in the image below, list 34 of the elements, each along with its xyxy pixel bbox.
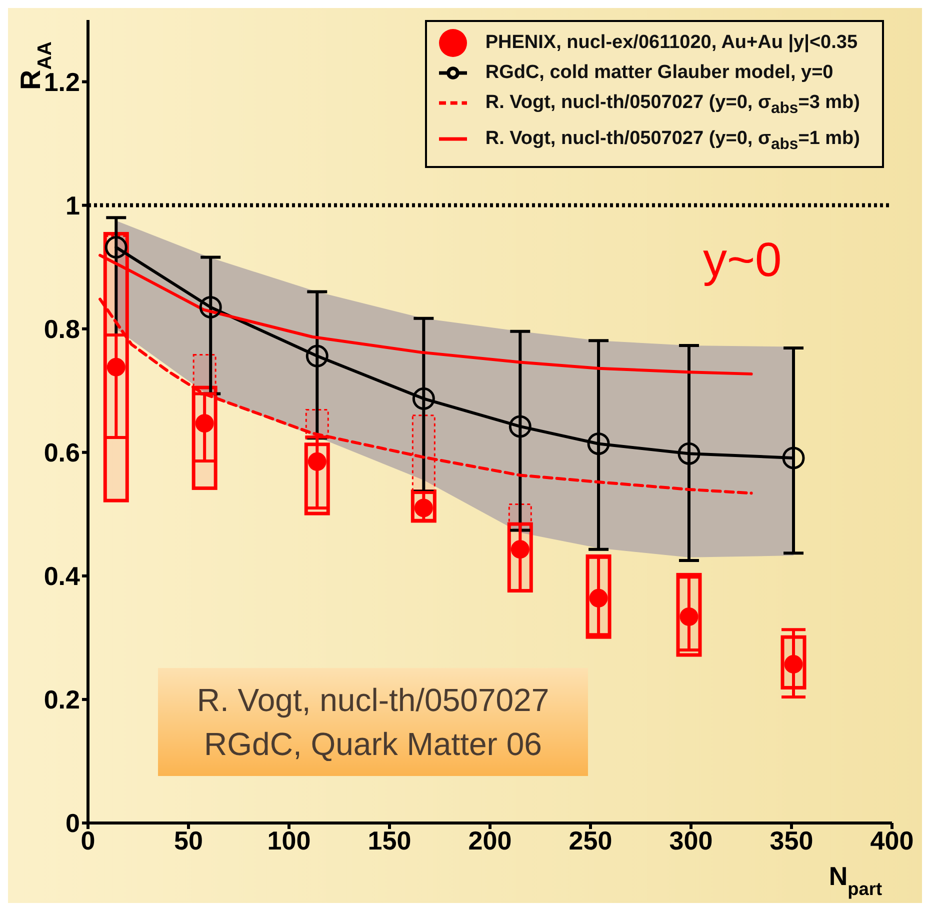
point bbox=[412, 387, 435, 410]
point bbox=[104, 236, 128, 259]
x-tick-label: 350 bbox=[770, 825, 814, 856]
y-tick-label: 0.4 bbox=[44, 561, 81, 592]
y-tick-label: 0.6 bbox=[44, 438, 80, 468]
point bbox=[680, 607, 698, 626]
point bbox=[587, 432, 610, 455]
x-tick-label: 50 bbox=[174, 825, 203, 856]
annotation: R. Vogt, nucl-th/0507027 bbox=[196, 681, 550, 720]
y-tick-label: 0.2 bbox=[44, 684, 80, 715]
x-tick-label: 150 bbox=[368, 825, 412, 856]
x-tick-label: 100 bbox=[267, 825, 311, 856]
x-tick-label: 200 bbox=[468, 825, 512, 856]
x-tick-label: 250 bbox=[568, 825, 612, 856]
point bbox=[195, 414, 214, 433]
y-tick-label: 1 bbox=[66, 190, 80, 221]
x-axis-title: N$_{part}$ bbox=[828, 861, 882, 899]
point bbox=[199, 296, 222, 318]
point bbox=[106, 358, 126, 376]
point bbox=[306, 344, 328, 368]
point bbox=[782, 446, 805, 470]
legend-label: R. Vogt, nucl-th/0507027 (y=0, σ$_{abs}$=3 mb) bbox=[485, 92, 860, 117]
point bbox=[508, 415, 532, 438]
legend-label: R. Vogt, nucl-th/0507027 (y=0, σ$_{abs}$=1 mb) bbox=[485, 128, 860, 153]
y-tick-label: 0.8 bbox=[44, 314, 80, 344]
point bbox=[589, 588, 608, 608]
x-tick-label: 400 bbox=[870, 825, 914, 856]
legend-label: RGdC, cold matter Glauber model, y=0 bbox=[485, 62, 834, 83]
annotation: RGdC, Quark Matter 06 bbox=[203, 725, 543, 764]
legend-label: PHENIX, nucl-ex/0611020, Au+Au |y|<0.35 bbox=[485, 32, 858, 53]
point bbox=[308, 452, 326, 471]
annotation: y~0 bbox=[703, 233, 782, 288]
x-tick-label: 300 bbox=[669, 825, 713, 856]
point bbox=[678, 442, 700, 465]
